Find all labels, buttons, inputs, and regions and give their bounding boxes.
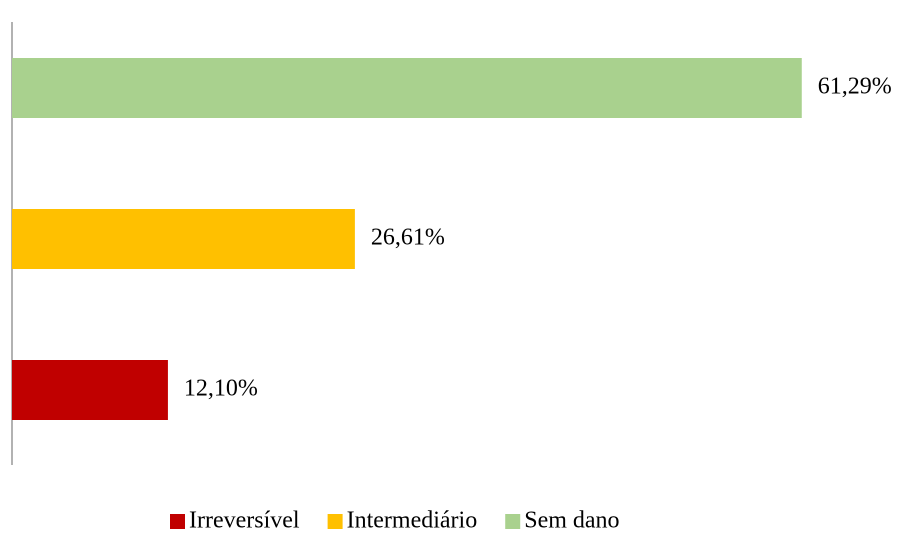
bar bbox=[12, 58, 802, 118]
data-label: 26,61% bbox=[371, 225, 445, 251]
data-label: 12,10% bbox=[184, 376, 258, 402]
data-label: 61,29% bbox=[818, 74, 892, 100]
legend-swatch bbox=[505, 514, 521, 529]
legend-label: Sem dano bbox=[524, 508, 619, 534]
legend-label: Irreversível bbox=[189, 508, 300, 534]
bar bbox=[12, 209, 355, 269]
legend-swatch bbox=[170, 514, 185, 529]
legend-swatch bbox=[327, 514, 343, 529]
legend-label: Intermediário bbox=[347, 508, 478, 534]
bar bbox=[12, 360, 168, 420]
